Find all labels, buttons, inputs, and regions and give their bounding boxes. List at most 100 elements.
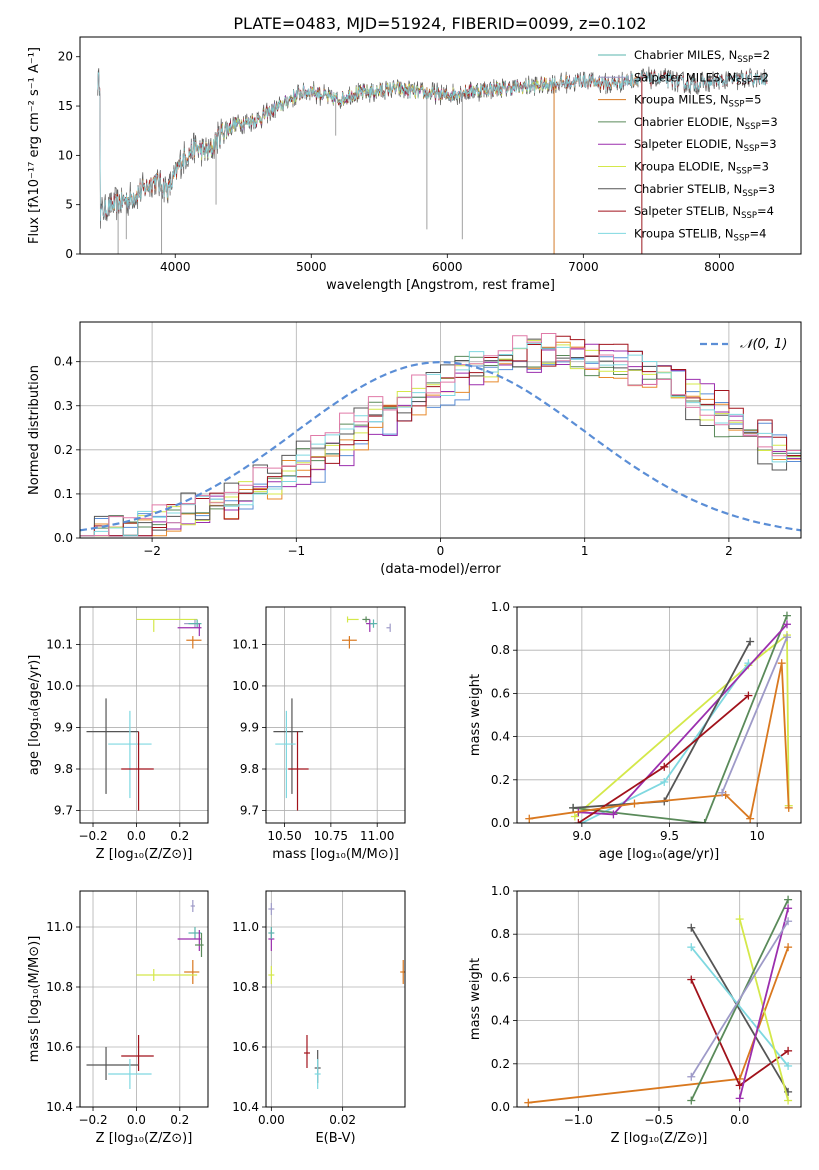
- errorbar-point: [362, 616, 370, 623]
- x-tick-label: 9.5: [660, 829, 679, 843]
- errorbar-point: [275, 710, 296, 799]
- age-vs-Z-axes: −0.2 0.0 0.2 9.7 9.8 9.9 10.0 10.1 Z [log₁₀(Z/Z⊙…: [27, 606, 209, 862]
- weight-line: [738, 908, 789, 1099]
- legend-entry: Kroupa MILES, NSSP=5: [634, 93, 761, 110]
- weight-vs-Z-plot-area: [524, 895, 793, 1107]
- axes-frame: [79, 321, 802, 539]
- x-tick-label: 0.0: [127, 829, 146, 843]
- weight-series: [569, 611, 791, 823]
- residuals-axes: −2 −1 0 1 2 0.0 0.1 0.2 0.3 0.4 (data-model)/error…: [27, 321, 802, 577]
- legend-entry: Salpeter MILES, NSSP=2: [634, 70, 769, 87]
- legend-entry: Salpeter STELIB, NSSP=4: [634, 204, 774, 221]
- errorbar-point: [346, 616, 359, 623]
- legend-entry: Chabrier STELIB, NSSP=3: [634, 182, 775, 199]
- histogram-step: [80, 339, 801, 538]
- x-tick-label: 8000: [704, 260, 735, 274]
- x-tick-label: 10.75: [314, 829, 348, 843]
- histogram-step: [80, 350, 801, 538]
- y-tick-label: 10.4: [46, 1100, 73, 1114]
- errorbar-point: [314, 1059, 321, 1089]
- y-tick-label: 9.7: [54, 804, 73, 818]
- x-tick-label: 10.50: [267, 829, 301, 843]
- errorbar-point: [186, 636, 202, 649]
- histogram-step: [80, 333, 801, 538]
- x-tick-label: 4000: [160, 260, 191, 274]
- x-tick-label: 0.02: [329, 1113, 356, 1127]
- errorbar-point: [184, 960, 200, 984]
- y-tick-label: 0.3: [54, 399, 73, 413]
- y-tick-label: 1.0: [491, 600, 510, 614]
- y-tick-label: 10.8: [46, 980, 73, 994]
- x-tick-label: 6000: [432, 260, 463, 274]
- x-tick-label: 1: [581, 544, 589, 558]
- y-tick-label: 20: [58, 50, 73, 64]
- x-tick-label: 7000: [568, 260, 599, 274]
- y-tick-label: 10.1: [232, 637, 259, 651]
- weight-line: [572, 615, 788, 823]
- weight-series: [735, 915, 793, 1105]
- x-tick-label: −2: [143, 544, 161, 558]
- legend-entry: Kroupa STELIB, NSSP=4: [634, 226, 766, 243]
- y-tick-label: 11.0: [232, 920, 259, 934]
- y-tick-label: 0.2: [491, 1057, 510, 1071]
- weight-line: [738, 918, 789, 1101]
- y-axis-label: mass weight: [468, 958, 483, 1040]
- mass-vs-Z-plot-area: [86, 900, 204, 1089]
- residuals-plot-area: [80, 333, 801, 538]
- errorbar-point: [86, 698, 139, 794]
- errorbar-point: [268, 966, 275, 984]
- y-axis-label: age [log₁₀(age/yr)]: [27, 655, 42, 776]
- y-tick-label: 0.2: [491, 773, 510, 787]
- y-tick-label: 0.1: [54, 487, 73, 501]
- x-axis-label: Z [log₁₀(Z/Z⊙)]: [96, 847, 193, 862]
- spectrum-plot-area: [97, 66, 768, 254]
- errorbar-point: [108, 710, 152, 799]
- weight-series: [570, 631, 793, 821]
- x-tick-label: 0.0: [730, 1113, 749, 1127]
- y-tick-label: 9.8: [54, 762, 73, 776]
- legend-entry: Chabrier ELODIE, NSSP=3: [634, 115, 778, 132]
- weight-series: [525, 659, 793, 823]
- mass-vs-EBV-axes: 0.00 0.02 10.4 10.6 10.8 11.0 E(B-V): [232, 890, 406, 1146]
- y-tick-label: 0.2: [54, 443, 73, 457]
- weight-vs-Z-axes: −1.0 −0.5 0.0 0.0 0.2 0.4 0.6 0.8 1.0 Z [log₁₀(Z/…: [468, 884, 802, 1146]
- weight-line: [690, 920, 789, 1078]
- weight-line: [690, 946, 789, 1067]
- x-axis-label: wavelength [Angstrom, rest frame]: [326, 278, 555, 293]
- errorbar-point: [273, 698, 304, 794]
- errorbar-point: [386, 623, 391, 632]
- y-tick-label: 0.8: [491, 643, 510, 657]
- errorbar-point: [400, 960, 405, 984]
- histogram-step: [80, 341, 801, 538]
- legend-entry: Kroupa ELODIE, NSSP=3: [634, 160, 769, 177]
- errorbar-point: [121, 731, 154, 811]
- legend-entry: 𝒩(0, 1): [740, 337, 787, 352]
- x-tick-label: 0: [437, 544, 445, 558]
- weight-line: [529, 663, 790, 821]
- axes-frame: [516, 606, 802, 824]
- y-tick-label: 10.0: [46, 679, 73, 693]
- histogram-step: [80, 338, 801, 538]
- weight-vs-age-plot-area: [525, 611, 793, 823]
- y-tick-label: 9.8: [240, 762, 259, 776]
- y-tick-label: 10.6: [232, 1040, 259, 1054]
- x-tick-label: 5000: [296, 260, 327, 274]
- errorbar-point: [86, 1047, 139, 1080]
- axes-frame: [79, 606, 209, 824]
- y-tick-label: 11.0: [46, 920, 73, 934]
- y-tick-label: 0.0: [54, 531, 73, 545]
- weight-series: [687, 943, 793, 1070]
- x-tick-label: −0.2: [78, 829, 107, 843]
- x-tick-label: 0.2: [170, 1113, 189, 1127]
- y-tick-label: 9.9: [54, 720, 73, 734]
- weight-series: [718, 633, 791, 797]
- y-tick-label: 0.8: [491, 927, 510, 941]
- x-tick-label: −0.2: [78, 1113, 107, 1127]
- age-vs-mass-plot-area: [273, 616, 391, 811]
- x-axis-label: Z [log₁₀(Z/Z⊙)]: [611, 1131, 708, 1146]
- x-axis-label: (data-model)/error: [380, 562, 501, 577]
- axes-frame: [265, 890, 406, 1108]
- weight-series: [524, 943, 793, 1107]
- axes-frame: [265, 606, 406, 824]
